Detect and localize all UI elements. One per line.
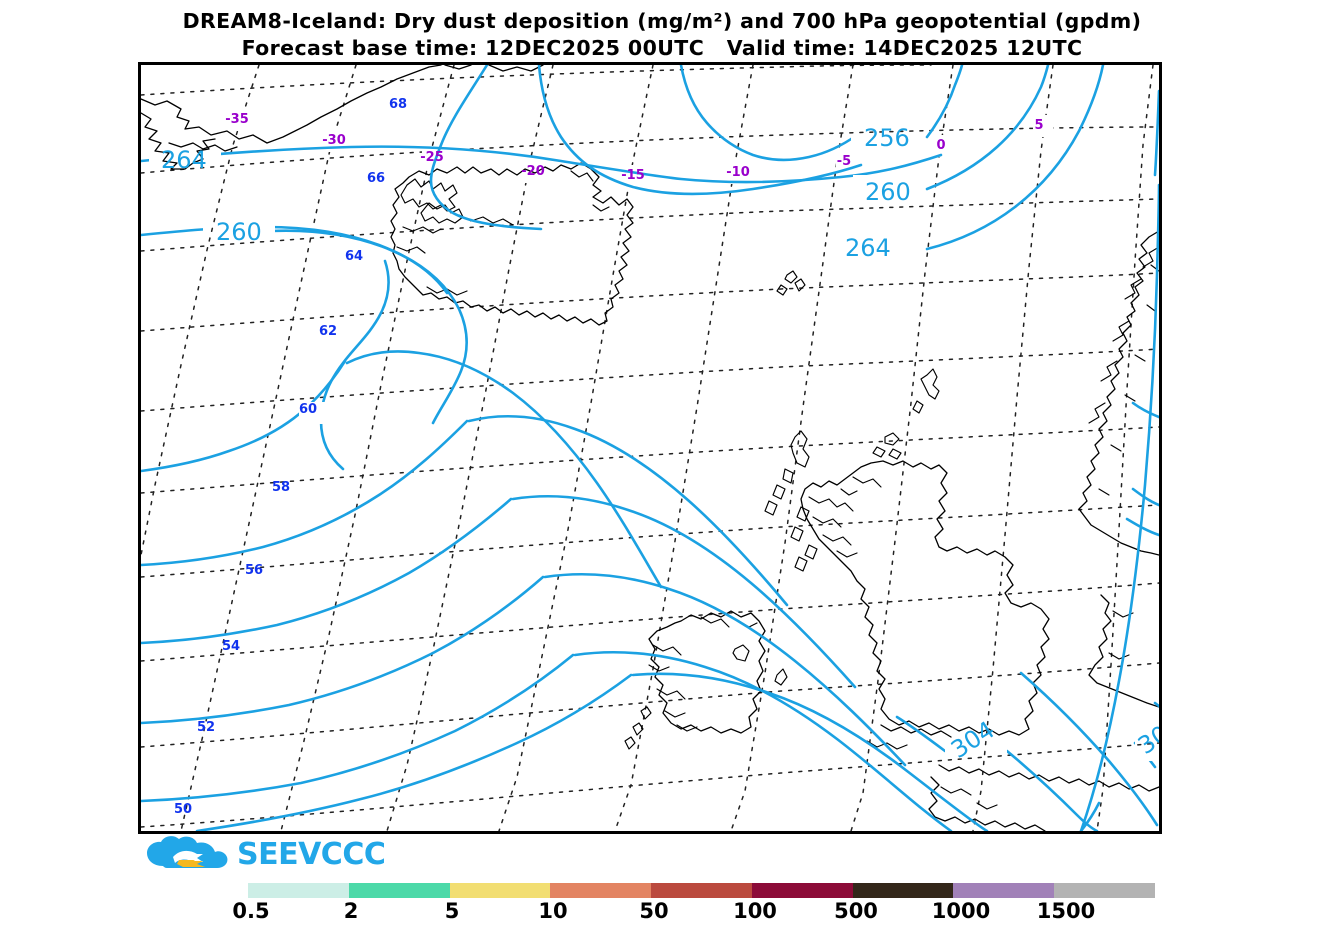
- lat-label: 62: [319, 324, 337, 339]
- contour-label: 256: [864, 124, 910, 152]
- lon-label: -30: [322, 133, 346, 148]
- colorbar-tick: 5: [444, 899, 460, 923]
- lon-label: 0: [936, 138, 945, 153]
- colorbar-segment-4: [651, 883, 752, 898]
- longitude-labels: -35 -30 -25 -20 -15 -10 -5 0 5: [225, 112, 1043, 183]
- lat-label: 60: [299, 402, 317, 417]
- lon-label: -25: [420, 150, 444, 165]
- lat-label: 58: [272, 480, 290, 495]
- map-plot-frame: .coast { fill:none; stroke:#000000; stro…: [138, 62, 1162, 834]
- colorbar-segment-5: [751, 883, 853, 898]
- colorbar-tick: 1500: [1036, 899, 1096, 923]
- colorbar-segment-3: [550, 883, 652, 898]
- seevccc-logo: SEEVCCC: [145, 834, 386, 878]
- colorbar-segment-0: [248, 883, 349, 898]
- colorbar-tick: 0.5: [232, 899, 270, 923]
- graticule-grid: [141, 65, 1159, 831]
- cloud-icon: [147, 836, 228, 868]
- colorbar: 0.5 2 5 10 50 100 500 1000 1500: [0, 880, 1324, 925]
- latitude-labels: 68 66 64 62 60 58 56 54 52 50: [174, 97, 407, 817]
- colorbar-tick-labels: 0.5 2 5 10 50 100 500 1000 1500: [232, 899, 1155, 925]
- lon-label: -15: [621, 168, 645, 183]
- colorbar-segment-8: [1054, 883, 1156, 898]
- map-canvas: .coast { fill:none; stroke:#000000; stro…: [141, 65, 1159, 831]
- contour-label: 260: [216, 218, 262, 246]
- geopotential-contours: [141, 65, 1159, 831]
- lat-label: 52: [197, 720, 215, 735]
- colorbar-tick: 500: [834, 899, 878, 923]
- colorbar-tick: 50: [639, 899, 669, 923]
- lat-label: 54: [222, 639, 240, 654]
- forecast-time-subtitle: Forecast base time: 12DEC2025 00UTC Vali…: [241, 35, 1083, 60]
- contour-label: 264: [161, 146, 207, 174]
- lon-label: 5: [1034, 118, 1043, 133]
- lat-label: 68: [389, 97, 407, 112]
- lon-label: -35: [225, 112, 249, 127]
- colorbar-strip: [248, 883, 1156, 898]
- page-title: DREAM8-Iceland: Dry dust deposition (mg/…: [182, 9, 1142, 33]
- colorbar-tick: 100: [733, 899, 777, 923]
- lon-label: -5: [837, 154, 851, 169]
- lat-label: 50: [174, 802, 192, 817]
- contour-label: 264: [845, 234, 891, 262]
- colorbar-segment-1: [348, 883, 450, 898]
- chart-title-block: DREAM8-Iceland: Dry dust deposition (mg/…: [0, 8, 1324, 61]
- contour-label: 260: [865, 178, 911, 206]
- colorbar-tick: 10: [538, 899, 568, 923]
- colorbar-segment-2: [449, 883, 551, 898]
- logo-text: SEEVCCC: [237, 837, 386, 872]
- coastlines: [141, 65, 1159, 831]
- lon-label: -10: [726, 165, 750, 180]
- lon-label: -20: [521, 164, 545, 179]
- colorbar-segment-7: [953, 883, 1055, 898]
- colorbar-tick: 2: [343, 899, 359, 923]
- colorbar-tick: 1000: [931, 899, 991, 923]
- lat-label: 56: [245, 563, 263, 578]
- lat-label: 64: [345, 249, 363, 264]
- lat-label: 66: [367, 171, 385, 186]
- colorbar-segment-6: [852, 883, 954, 898]
